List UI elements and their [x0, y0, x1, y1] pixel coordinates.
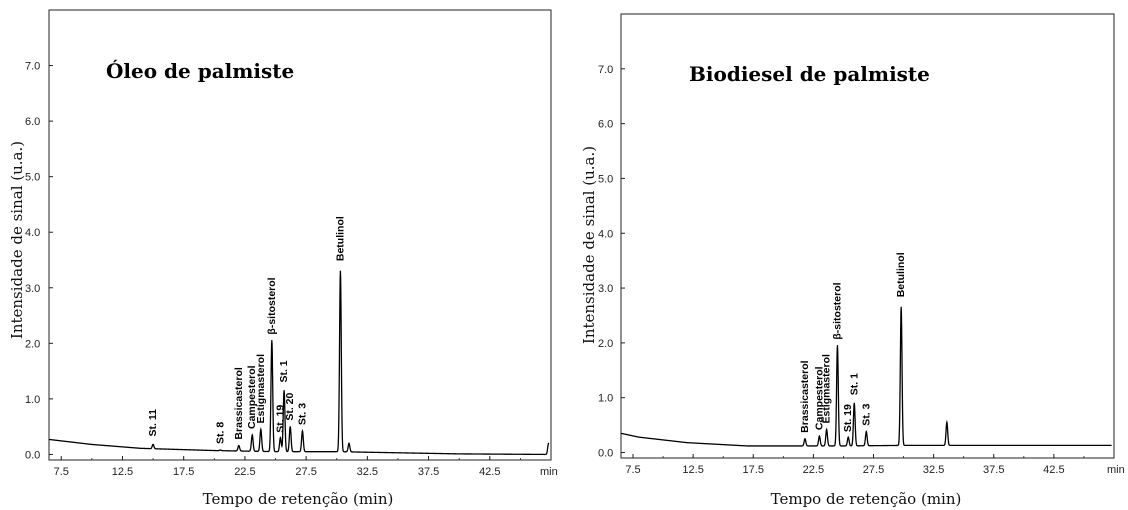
peak-point [289, 426, 291, 428]
x-axis-label: Tempo de retenção (min) [203, 490, 394, 508]
x-tick-label: 27.5 [863, 464, 884, 476]
x-axis-label: Tempo de retenção (min) [771, 490, 962, 508]
peak-point [301, 430, 304, 432]
x-tick-label: 22.5 [234, 466, 255, 478]
peak-label: St. 19 [842, 404, 854, 432]
y-tick-label: 7.0 [25, 61, 40, 73]
peak-label: St. 1 [848, 373, 860, 395]
peak-label: β-sitosterol [266, 277, 278, 334]
peak-point [238, 444, 240, 447]
y-tick-label: 1.0 [25, 394, 40, 406]
peak-point [260, 428, 262, 431]
peak-label: St. 8 [214, 422, 226, 444]
x-tick-label: 17.5 [743, 464, 764, 476]
x-unit-label: min [1107, 464, 1125, 476]
peak-point [271, 339, 273, 342]
peak-point [900, 306, 902, 308]
y-axis-label: Intensidade de sinal (u.a.) [580, 146, 598, 344]
y-tick-label: 3.0 [25, 283, 40, 295]
peak-point [348, 442, 350, 444]
y-tick-label: 2.0 [25, 338, 40, 350]
x-tick-label: 32.5 [357, 466, 378, 478]
peak-point [339, 270, 342, 272]
x-tick-label: 17.5 [173, 466, 194, 478]
y-tick-label: 0.0 [25, 449, 40, 461]
x-tick-label: 42.5 [479, 466, 500, 478]
chart-title: Biodiesel de palmiste [689, 62, 930, 86]
y-tick-label: 0.0 [598, 448, 613, 460]
peak-label: St. 19 [274, 405, 286, 433]
x-tick-label: 27.5 [295, 466, 316, 478]
peak-point [251, 434, 253, 436]
peak-point [847, 436, 849, 438]
peak-point [818, 435, 821, 437]
peak-label: St. 20 [284, 392, 296, 420]
x-tick-label: 37.5 [983, 464, 1004, 476]
y-tick-label: 5.0 [25, 172, 40, 184]
plot-frame [48, 9, 552, 461]
chart-panel-2: 0.0 1.0 2.0 3.0 4.0 5.0 6.0 7.0 7.5 12.5 17.5 22.5 2… [580, 13, 1125, 508]
peak-label: Betulinol [895, 252, 907, 297]
peak-point [279, 437, 282, 439]
x-tick-label: 42.5 [1043, 464, 1064, 476]
x-tick-label: 12.5 [682, 464, 703, 476]
chart-panel-1: 0.0 1.0 2.0 3.0 4.0 5.0 6.0 7.0 7.5 12.5 17.5 22.5 2… [8, 9, 558, 508]
peak-label: Estigmasterol [821, 354, 833, 424]
peak-label: β-sitosterol [831, 282, 843, 339]
y-axis-label: Intensidade de sinal (u.a.) [8, 141, 26, 339]
peak-point [865, 431, 867, 433]
peak-label: Brassicasterol [799, 360, 811, 432]
chromatogram-trace [48, 271, 550, 456]
peak-point [804, 438, 806, 440]
y-tick-label: 6.0 [25, 116, 40, 128]
peak-point [547, 442, 550, 444]
y-tick-label: 6.0 [598, 119, 613, 131]
peak-label: Brassicasterol [233, 367, 245, 439]
peak-point [836, 345, 839, 347]
peak-point [152, 443, 154, 446]
chart-title: Óleo de palmiste [106, 58, 294, 83]
peak-label: St. 3 [860, 403, 872, 425]
peak-label: Campesterol [813, 366, 825, 430]
y-tick-label: 4.0 [25, 227, 40, 239]
plot-frame [620, 13, 1115, 459]
y-tick-label: 2.0 [598, 338, 613, 350]
x-tick-label: 7.5 [54, 466, 69, 478]
y-tick-label: 3.0 [598, 283, 613, 295]
peak-point [853, 402, 855, 404]
peak-label: St. 1 [278, 360, 290, 382]
peak-label: Estigmasterol [255, 354, 267, 424]
peak-label: Betulinol [334, 216, 346, 261]
peak-label: St. 11 [147, 409, 159, 437]
y-tick-label: 5.0 [598, 173, 613, 185]
peak-point [946, 421, 948, 423]
x-tick-label: 7.5 [625, 464, 640, 476]
x-tick-label: 37.5 [418, 466, 439, 478]
peak-point [283, 389, 285, 392]
x-tick-label: 22.5 [803, 464, 824, 476]
x-tick-label: 12.5 [112, 466, 133, 478]
peak-point [219, 449, 222, 451]
y-tick-label: 7.0 [598, 64, 613, 76]
peak-point [826, 428, 828, 431]
x-unit-label: min [540, 466, 558, 478]
y-tick-label: 4.0 [598, 228, 613, 240]
y-tick-label: 1.0 [598, 393, 613, 405]
peak-label: St. 3 [296, 403, 308, 425]
peak-label: Campesterol [246, 365, 258, 429]
x-tick-label: 32.5 [923, 464, 944, 476]
